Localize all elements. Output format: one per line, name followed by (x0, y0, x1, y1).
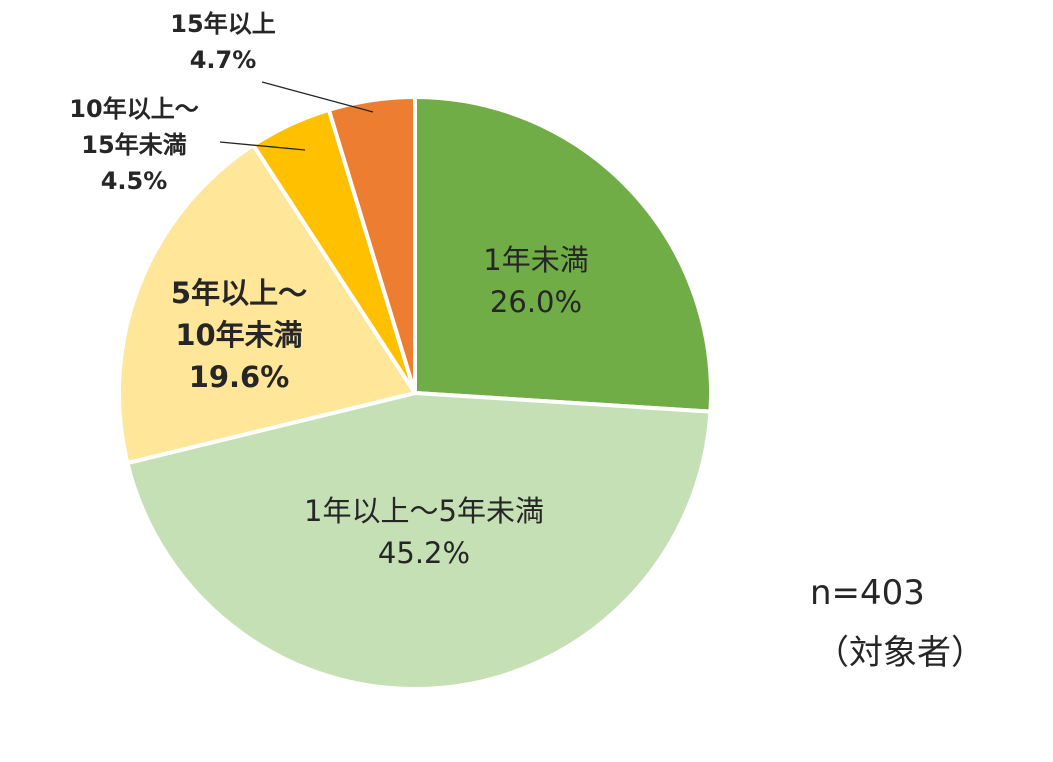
pie-slice-1 (413, 95, 713, 414)
pie-slice-5 (326, 95, 417, 395)
target-group-label: （対象者） (815, 633, 985, 673)
slice-label-4: 10年以上～ 15年未満 4.5% (69, 95, 198, 195)
slice-value-label: 4.7% (190, 46, 257, 74)
slice-category-label: 1年未満 (483, 243, 588, 277)
slice-category-label: 10年未満 (175, 318, 302, 352)
slice-value-label: 19.6% (189, 360, 290, 394)
leader-line-4 (219, 141, 306, 151)
slice-label-5: 15年以上 4.7% (170, 10, 275, 74)
leader-line-5 (261, 81, 374, 113)
slice-category-label: 5年以上～ (171, 276, 307, 310)
sample-size-label: n=403 (810, 573, 925, 613)
pie-slice-2 (125, 391, 713, 691)
slice-label-2: 1年以上～5年未満 45.2% (304, 494, 544, 570)
slice-value-label: 4.5% (101, 167, 168, 195)
slice-category-label: 10年以上～ (69, 95, 198, 123)
slice-label-1: 1年未満 26.0% (483, 243, 588, 319)
slice-value-label: 45.2% (378, 536, 470, 570)
slice-category-label: 15年未満 (81, 131, 186, 159)
slice-category-label: 1年以上～5年未満 (304, 494, 544, 528)
slice-label-3: 5年以上～ 10年未満 19.6% (171, 276, 307, 394)
slice-category-label: 15年以上 (170, 10, 275, 38)
pie-slice-3 (117, 143, 417, 466)
slice-value-label: 26.0% (490, 285, 582, 319)
